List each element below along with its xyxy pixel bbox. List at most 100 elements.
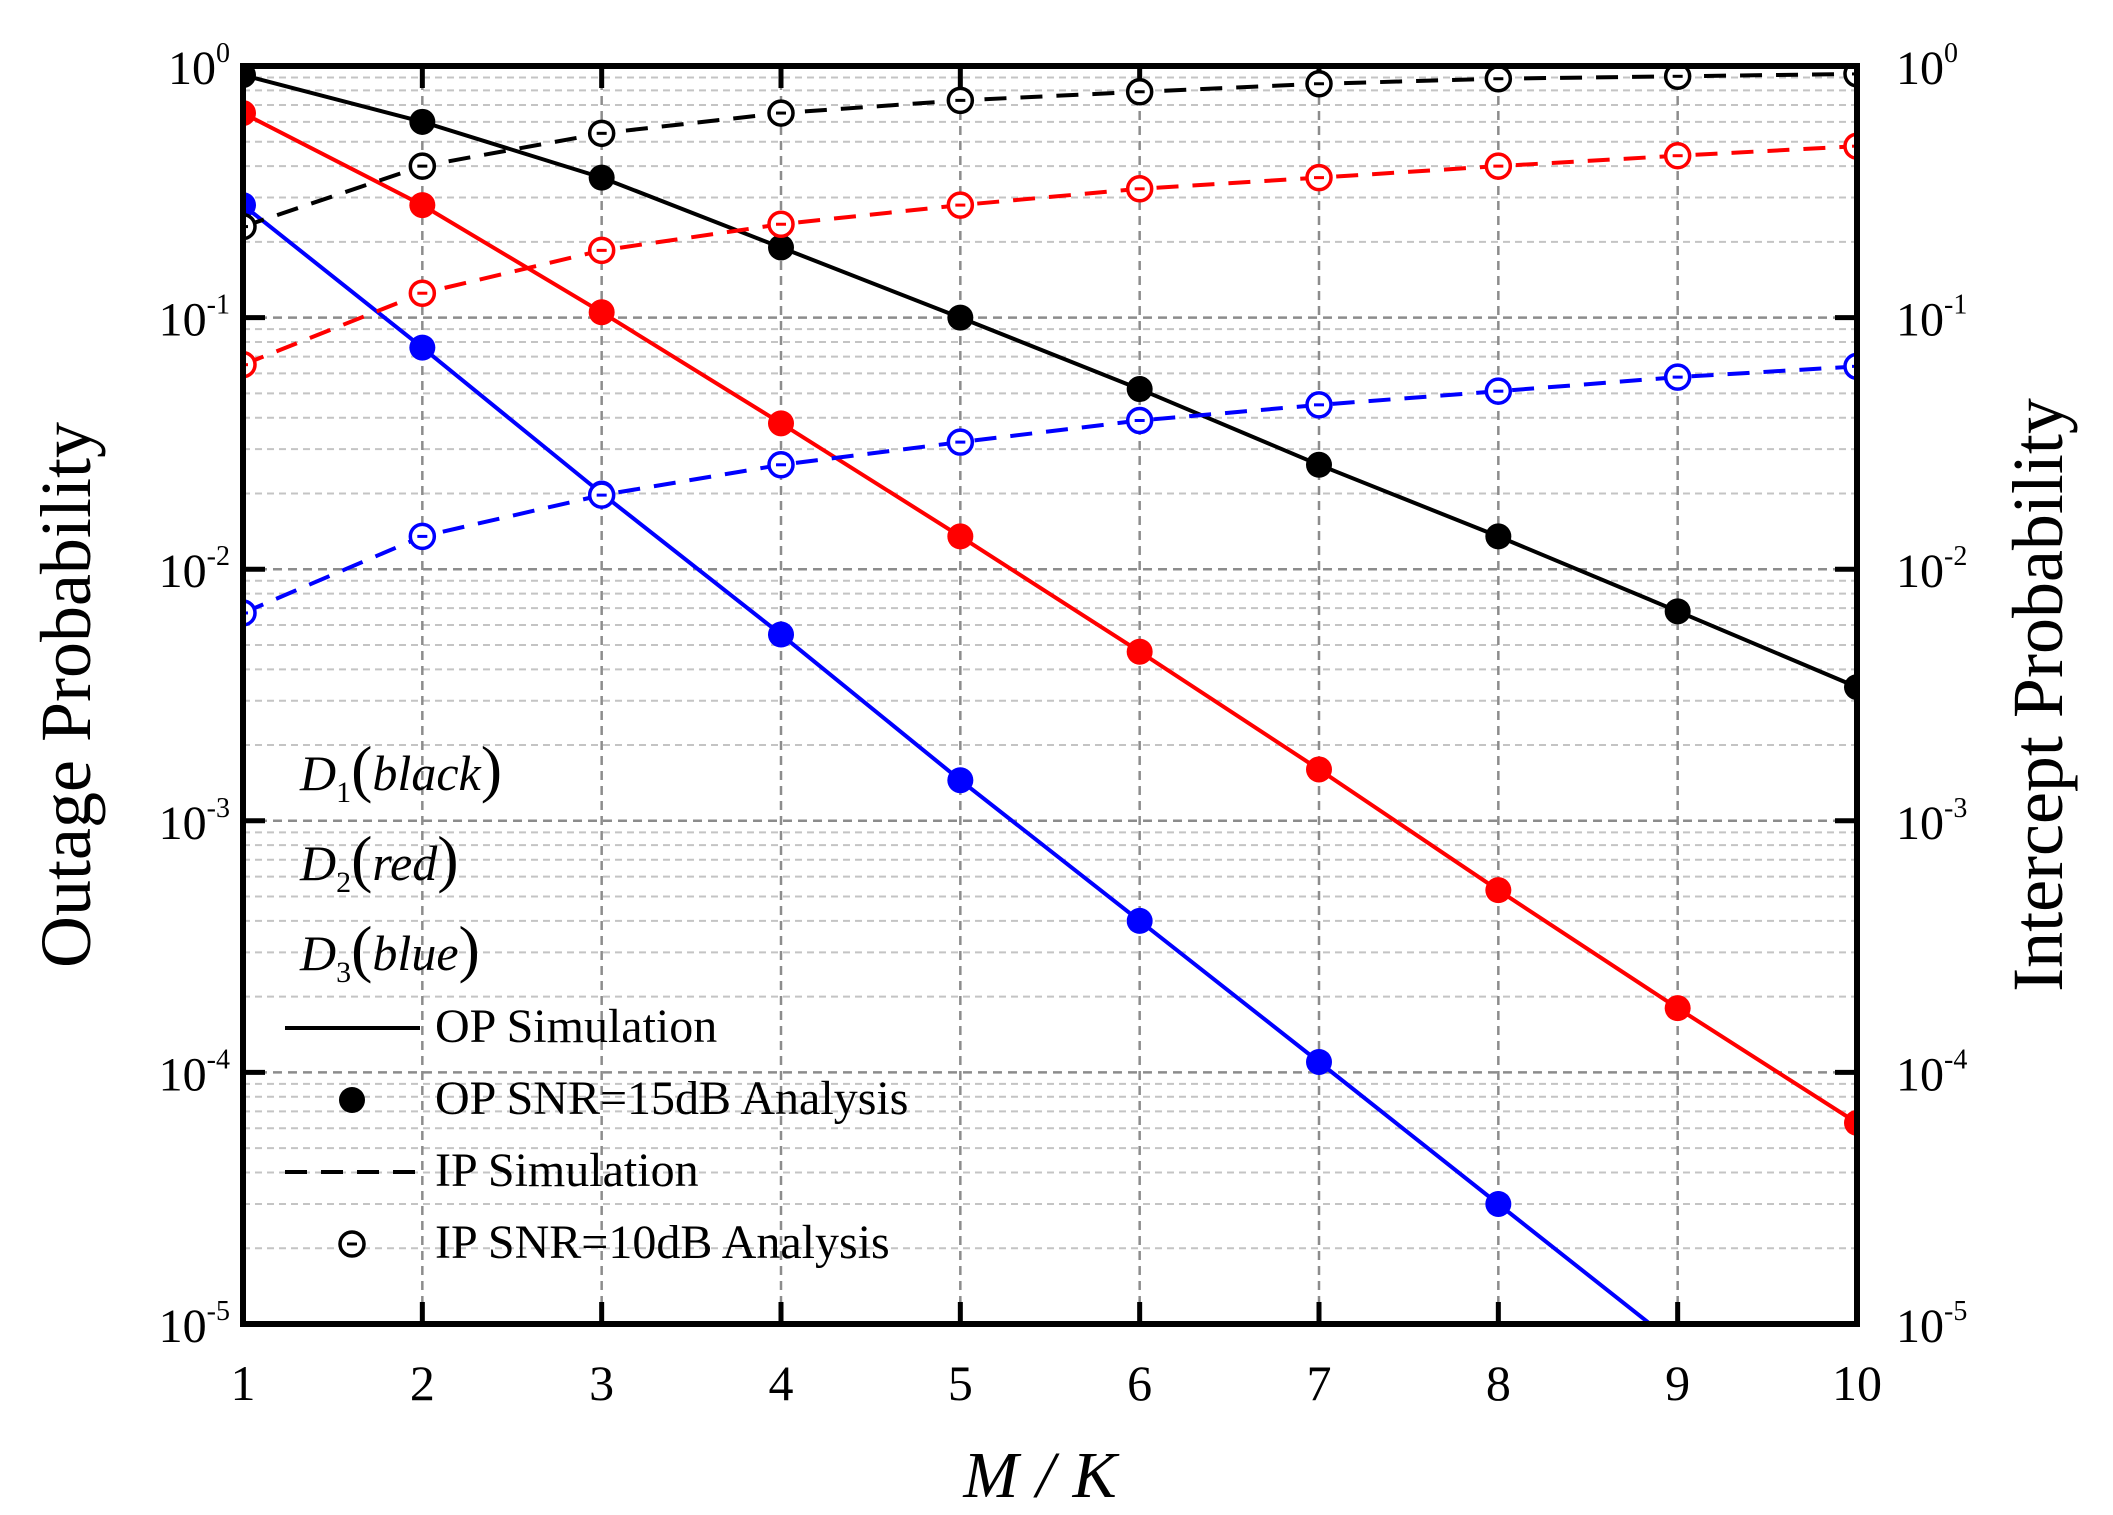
op-simulation-line bbox=[243, 111, 1857, 1125]
y-tick-label-exp: -5 bbox=[1944, 1296, 1967, 1327]
y-tick-label-exp: -2 bbox=[1944, 541, 1967, 572]
x-tick-label: 9 bbox=[1665, 1355, 1690, 1411]
y-tick-label-left: 10-4 bbox=[159, 1044, 230, 1101]
op-analysis-point bbox=[1844, 1476, 1870, 1502]
op-simulation-line bbox=[243, 73, 1857, 689]
series-layer bbox=[243, 66, 1870, 1502]
op-analysis-point bbox=[1126, 907, 1153, 934]
ip-simulation-line bbox=[243, 71, 1857, 229]
op-analysis-point bbox=[947, 304, 974, 331]
op-analysis-point bbox=[768, 621, 794, 648]
plot-frame bbox=[240, 63, 1860, 1327]
annotation-open-paren: ( bbox=[351, 823, 372, 894]
series-d1-ip bbox=[243, 66, 1857, 241]
legend-item: OP Simulation bbox=[285, 1000, 717, 1053]
annotation-open-paren: ( bbox=[351, 913, 372, 984]
y-tick-label-base: 10 bbox=[1896, 797, 1944, 850]
y-tick-label-exp: -2 bbox=[207, 541, 230, 572]
grid bbox=[243, 66, 1857, 1326]
annotation-letter: D bbox=[299, 835, 336, 891]
y-tick-label-exp: -4 bbox=[207, 1044, 230, 1075]
series-d1-op bbox=[243, 66, 1857, 701]
x-tick-label: 6 bbox=[1127, 1355, 1152, 1411]
x-axis-title-k: K bbox=[1072, 1439, 1120, 1512]
op-analysis-point bbox=[409, 108, 436, 135]
axis-ticks bbox=[240, 63, 1860, 1327]
y-tick-label-left: 100 bbox=[168, 38, 230, 95]
legend-label: OP SNR=15dB Analysis bbox=[435, 1072, 908, 1125]
y-tick-label-right: 10-5 bbox=[1896, 1296, 1967, 1353]
legend-label: OP Simulation bbox=[435, 1000, 717, 1053]
y-tick-label-base: 10 bbox=[159, 545, 207, 598]
annotation-close-paren: ) bbox=[481, 733, 502, 804]
x-tick-label: 1 bbox=[231, 1355, 256, 1411]
y-tick-label-base: 10 bbox=[1896, 545, 1944, 598]
ip-simulation-line bbox=[243, 364, 1857, 615]
annotations: D1(black)D2(red)D3(blue) bbox=[299, 733, 502, 989]
y-tick-label-base: 10 bbox=[159, 294, 207, 347]
y-tick-label-left: 10-5 bbox=[159, 1296, 230, 1353]
op-analysis-point bbox=[243, 100, 256, 127]
y-tick-label-right: 10-4 bbox=[1896, 1044, 1967, 1101]
y-tick-label-right: 10-2 bbox=[1896, 541, 1967, 598]
op-simulation-line bbox=[243, 203, 1654, 1324]
series-d3-ip bbox=[243, 352, 1857, 627]
annotation-letter: D bbox=[299, 745, 336, 801]
annotation-d3: D3(blue) bbox=[299, 913, 480, 989]
op-analysis-point bbox=[768, 410, 794, 437]
y-tick-label-left: 10-2 bbox=[159, 541, 230, 598]
annotation-word: black bbox=[372, 745, 481, 801]
op-analysis-point bbox=[1485, 523, 1512, 550]
y-tick-label-base: 10 bbox=[159, 1300, 207, 1353]
y-tick-label-exp: -3 bbox=[207, 793, 230, 824]
op-analysis-point bbox=[1664, 995, 1691, 1022]
legend-label: IP Simulation bbox=[435, 1144, 699, 1197]
x-tick-label: 10 bbox=[1832, 1355, 1882, 1411]
op-analysis-point bbox=[1844, 1109, 1857, 1136]
annotation-word: red bbox=[372, 835, 438, 891]
y-tick-label-exp: 0 bbox=[1944, 38, 1958, 69]
y-tick-label-base: 10 bbox=[159, 1048, 207, 1101]
op-analysis-point bbox=[1485, 877, 1512, 904]
op-analysis-point bbox=[1485, 1190, 1512, 1217]
y-tick-label-base: 10 bbox=[1896, 1300, 1944, 1353]
y-tick-label-base: 10 bbox=[159, 797, 207, 850]
x-axis-title: M / K bbox=[962, 1439, 1119, 1512]
annotation-subscript: 3 bbox=[336, 956, 351, 989]
annotation-letter: D bbox=[299, 925, 336, 981]
annotation-d2: D2(red) bbox=[299, 823, 459, 899]
x-tick-label: 8 bbox=[1486, 1355, 1511, 1411]
y-tick-label-exp: -1 bbox=[207, 290, 230, 321]
x-tick-label: 3 bbox=[589, 1355, 614, 1411]
op-analysis-point bbox=[1306, 756, 1332, 783]
legend: OP Simulation OP SNR=15dB Analysis IP Simu… bbox=[285, 1000, 908, 1269]
y-tick-label-left: 10-1 bbox=[159, 290, 230, 347]
y-tick-label-exp: 0 bbox=[216, 38, 230, 69]
x-tick-label: 2 bbox=[410, 1355, 435, 1411]
annotation-open-paren: ( bbox=[351, 733, 372, 804]
op-analysis-point bbox=[768, 234, 794, 261]
op-analysis-point bbox=[1306, 1048, 1332, 1075]
op-analysis-point bbox=[243, 192, 256, 219]
annotation-d1: D1(black) bbox=[299, 733, 502, 809]
x-axis-title-m: M bbox=[962, 1439, 1022, 1512]
y-tick-label-right: 100 bbox=[1896, 38, 1958, 95]
y-tick-label-exp: -3 bbox=[1944, 793, 1967, 824]
legend-label: IP SNR=10dB Analysis bbox=[435, 1216, 890, 1269]
op-analysis-point bbox=[409, 334, 436, 361]
annotation-close-paren: ) bbox=[459, 913, 480, 984]
x-tick-label: 5 bbox=[948, 1355, 973, 1411]
y-tick-label-base: 10 bbox=[1896, 42, 1944, 95]
op-analysis-point bbox=[588, 299, 615, 326]
y-axis-title-right: Intercept Probability bbox=[1998, 398, 2078, 992]
series-d2-op bbox=[243, 100, 1857, 1136]
y-tick-label-base: 10 bbox=[1896, 294, 1944, 347]
legend-filled-circle-swatch bbox=[339, 1087, 365, 1113]
annotation-word: blue bbox=[372, 925, 458, 981]
series-d3-op bbox=[243, 192, 1870, 1502]
op-analysis-point bbox=[947, 767, 974, 794]
y-tick-label-right: 10-1 bbox=[1896, 290, 1967, 347]
y-tick-label-base: 10 bbox=[1896, 1048, 1944, 1101]
